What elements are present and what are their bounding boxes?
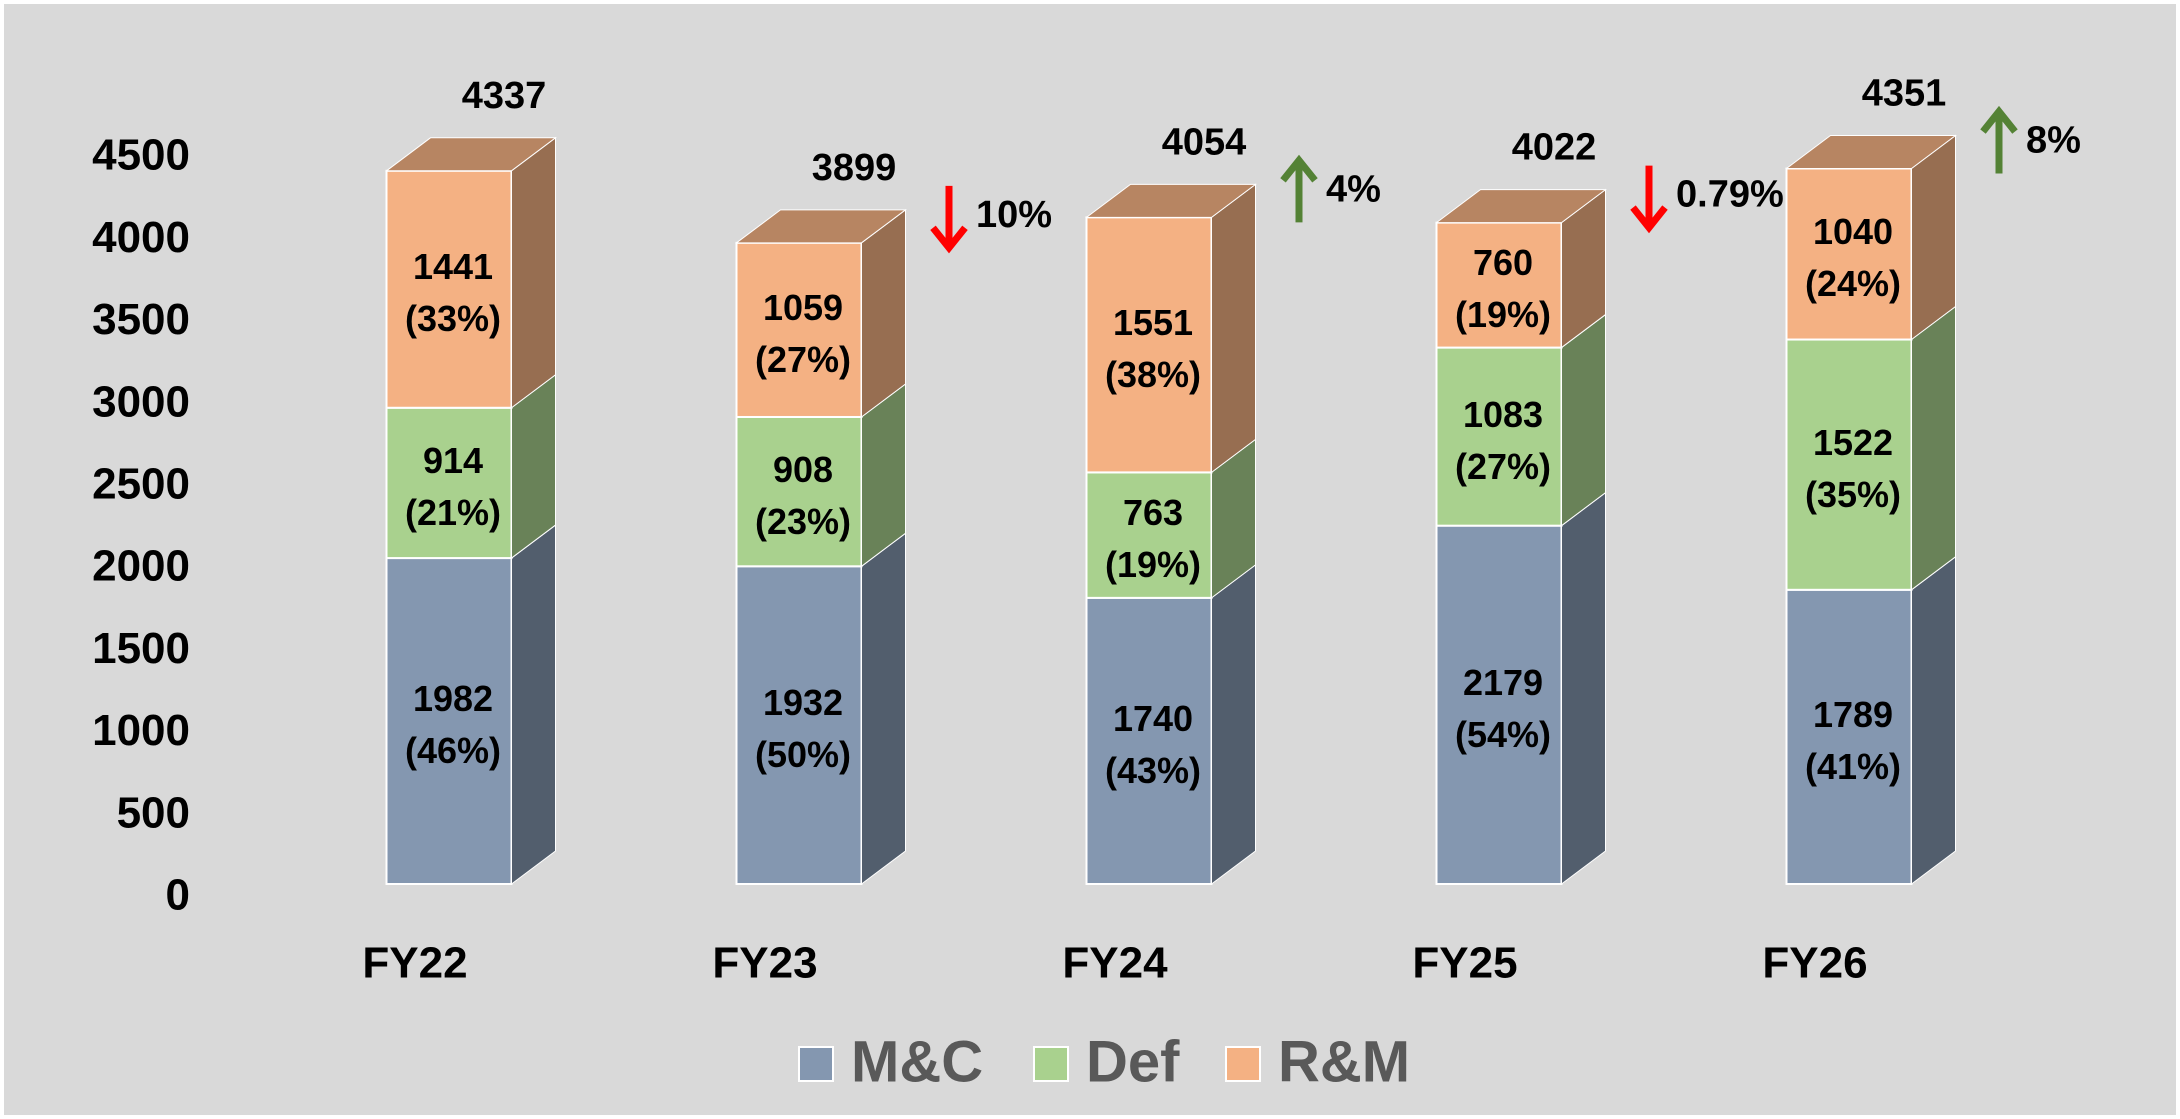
bar-face: [735, 241, 863, 418]
change-label: 4%: [1326, 168, 1381, 210]
bar-face: [1211, 563, 1256, 885]
y-tick-label: 1500: [92, 624, 190, 673]
y-tick-label: 500: [117, 788, 190, 837]
data-label: 1932 (50%): [754, 681, 852, 776]
bar-face: [1561, 313, 1606, 527]
legend-label: Def: [1086, 1029, 1180, 1094]
bar-segment: [1435, 188, 1607, 349]
bar-face: [1085, 183, 1257, 218]
data-label: 1789 (41%): [1804, 693, 1902, 787]
bar-face: [1085, 216, 1213, 474]
bar-segment: [1785, 555, 1956, 885]
bar-face: [1435, 346, 1563, 527]
total-label: 4022: [1512, 127, 1597, 169]
bar-segment: [735, 532, 906, 885]
data-label: 1059 (27%): [754, 286, 852, 380]
y-tick-label: 4000: [92, 213, 190, 262]
change-arrowhead: [930, 225, 968, 254]
data-label: 1040 (24%): [1804, 210, 1902, 304]
total-label: 4351: [1862, 73, 1947, 115]
data-label: 763 (19%): [1104, 491, 1202, 586]
y-tick-label: 4500: [92, 131, 190, 180]
bar-face: [1785, 588, 1913, 885]
data-label: 1740 (43%): [1104, 697, 1202, 791]
bar-face: [1085, 471, 1213, 599]
data-label: 914 (21%): [404, 439, 502, 533]
x-tick-label: FY22: [362, 939, 467, 988]
bar-face: [1785, 167, 1913, 341]
change-label: 0.79%: [1676, 174, 1784, 216]
bar-face: [385, 406, 513, 560]
bar-face: [1785, 135, 1957, 170]
change-arrowhead: [1980, 105, 2018, 134]
y-tick-label: 3000: [92, 377, 190, 426]
change-arrowhead: [1280, 154, 1318, 183]
bar-face: [511, 136, 556, 409]
data-label: 2179 (54%): [1454, 661, 1552, 755]
total-label: 4337: [462, 75, 547, 117]
chart-svg: 0 500 1000 1500 2000 2500 3000 3500 4000 4500 FY22…: [92, 73, 2081, 1095]
bar-face: [1435, 189, 1607, 224]
bar-face: [735, 565, 863, 885]
data-label: 1441 (33%): [404, 246, 502, 340]
x-tick-label: FY24: [1062, 939, 1168, 988]
bar-face: [735, 415, 863, 568]
total-label: 4054: [1162, 121, 1247, 163]
legend-swatch: [1225, 1046, 1261, 1082]
bar-face: [511, 524, 556, 885]
bar-face: [1911, 555, 1956, 885]
bar-face: [385, 137, 557, 172]
bar-face: [1211, 183, 1256, 474]
data-label: 1982 (46%): [404, 677, 502, 772]
bar-segment: [1085, 438, 1256, 599]
change-arrowhead: [1630, 205, 1668, 234]
bar-segment: [735, 208, 907, 418]
y-tick-label: 2000: [92, 542, 190, 591]
y-tick-label: 0: [166, 871, 190, 920]
y-tick-label: 1000: [92, 706, 190, 755]
change-label: 8%: [2026, 120, 2081, 162]
data-label: 1083 (27%): [1454, 393, 1552, 487]
bar-segment: [1785, 134, 1957, 341]
legend-label: R&M: [1278, 1029, 1410, 1094]
bar-face: [1435, 524, 1563, 885]
bar-segment: [1435, 313, 1606, 527]
bar-face: [861, 208, 906, 418]
bar-face: [861, 532, 906, 885]
total-label: 3899: [812, 147, 897, 189]
x-tick-label: FY26: [1762, 939, 1867, 988]
x-tick-label: FY23: [712, 939, 817, 988]
bar-face: [1911, 305, 1956, 591]
bar-segment: [385, 524, 556, 885]
data-label: 1522 (35%): [1804, 421, 1902, 515]
y-tick-label: 3500: [92, 295, 190, 344]
bar-segment: [385, 373, 556, 560]
bar-segment: [735, 382, 906, 568]
data-label: 760 (19%): [1454, 241, 1552, 336]
bar-segment: [1085, 563, 1256, 885]
legend-label: M&C: [851, 1029, 983, 1094]
bar-face: [1561, 491, 1606, 885]
bar-segment: [1085, 183, 1257, 474]
legend-swatch: [798, 1046, 834, 1082]
bar-face: [735, 209, 907, 244]
y-tick-label: 2500: [92, 460, 190, 509]
bar-face: [1911, 134, 1956, 341]
bar-face: [1085, 596, 1213, 885]
x-tick-label: FY25: [1412, 939, 1517, 988]
bar-segment: [385, 136, 557, 409]
data-label: 908 (23%): [754, 448, 852, 542]
change-label: 10%: [976, 194, 1052, 236]
data-label: 1551 (38%): [1104, 301, 1202, 395]
legend-swatch: [1033, 1046, 1069, 1082]
